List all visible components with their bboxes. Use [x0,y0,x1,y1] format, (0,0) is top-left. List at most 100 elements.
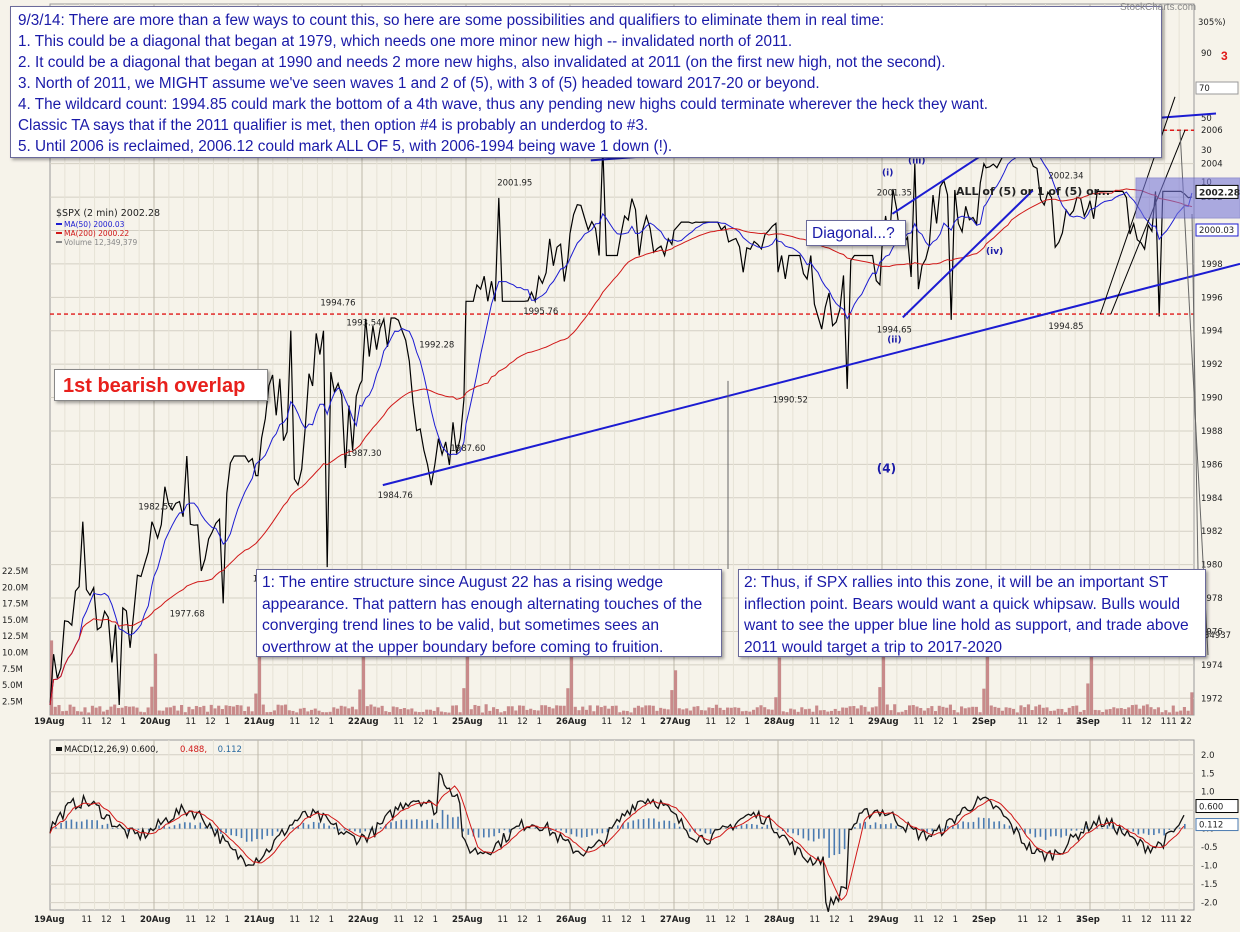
volume-bar [797,712,800,715]
x-day-label: 19Aug [34,717,65,727]
volume-bar [592,711,595,715]
x-hour-label: 1 [953,717,958,727]
volume-bar [622,711,625,715]
ma-value-label: 2000.03 [1199,226,1234,236]
macd-histogram-bar [251,829,253,842]
volume-bar [574,707,577,715]
price-tick-label: 1992 [1201,360,1223,370]
volume-bar [633,708,636,715]
x-hour-label: 1 [953,915,958,925]
bearish-overlap-label: 1st bearish overlap [54,369,268,401]
volume-tick-label: 22.5M [2,567,28,577]
volume-bar [655,711,658,715]
x-day-label: 3Sep [1076,915,1100,925]
macd-histogram-bar [76,822,78,829]
volume-bar [529,709,532,715]
volume-bar [139,712,142,715]
macd-histogram-bar [199,823,201,829]
macd-histogram-bar [828,829,830,858]
volume-bar [169,707,172,715]
x-day-label: 26Aug [556,915,587,925]
volume-bar [403,708,406,715]
x-hour-label: 12 [205,915,216,925]
macd-histogram-bar [96,820,98,828]
commentary-line: 3. North of 2011, we MIGHT assume we've … [18,73,1161,94]
volume-bar [507,706,510,715]
macd-histogram-bar [983,818,985,829]
macd-histogram-bar [602,829,604,834]
x-hour-label: 11 [601,915,612,925]
volume-bar [462,688,465,715]
macd-histogram-bar [833,829,835,855]
commentary-line: 5. Until 2006 is reclaimed, 2006.12 coul… [18,136,1161,157]
volume-bar [626,711,629,715]
volume-bar [563,706,566,715]
macd-histogram-bar [792,829,794,834]
volume-bar [109,707,112,715]
volume-bar [135,708,138,715]
volume-bar [288,710,291,715]
volume-bar [659,708,662,715]
volume-bar [953,710,956,715]
volume-bar [1008,708,1011,715]
volume-bar [581,707,584,715]
volume-bar [730,708,733,715]
volume-bar [459,712,462,715]
macd-histogram-bar [674,823,676,829]
macd-histogram-bar [705,829,707,834]
price-annotation: 1987.60 [450,444,485,454]
macd-histogram-bar [957,824,959,828]
volume-bar [1157,707,1160,715]
macd-histogram-bar [1019,829,1021,830]
x-day-label: 20Aug [140,717,171,727]
volume-bar [826,712,829,715]
volume-bar [856,708,859,715]
volume-bar [1016,712,1019,715]
volume-bar [1190,692,1193,715]
volume-bar [841,707,844,715]
volume-bar [1057,709,1060,715]
macd-histogram-bar [854,827,856,829]
macd-histogram-bar [1107,825,1109,828]
volume-bar [782,711,785,715]
volume-bar [960,706,963,715]
volume-bar [1135,705,1138,715]
volume-bar [176,711,179,715]
diagonal-label: Diagonal...? [806,220,906,246]
volume-bar [161,711,164,715]
volume-bar [904,710,907,715]
volume-bar [596,705,599,715]
macd-histogram-bar [663,821,665,829]
volume-bar [173,706,176,715]
volume-bar [124,706,127,715]
volume-bar [934,711,937,715]
volume-bar [355,709,358,715]
x-hour-label: 11 [1017,717,1028,727]
volume-bar [893,704,896,715]
volume-bar [499,712,502,715]
macd-histogram-bar [942,829,944,831]
x-hour-label: 12 [413,915,424,925]
volume-bar [165,707,168,715]
volume-bar [1127,707,1130,715]
watermark: StockCharts.com [1120,2,1196,13]
volume-bar [696,706,699,715]
macd-histogram-bar [1158,829,1160,834]
volume-bar [277,705,280,715]
volume-value-label: 34937 [1204,631,1231,641]
volume-bar [522,706,525,715]
price-tick-label: 1986 [1201,460,1223,470]
volume-bar [388,712,391,715]
x-hour-label: 12 [621,717,632,727]
macd-histogram-bar [576,829,578,837]
price-tick-label: 1994 [1201,327,1223,337]
x-hour-label: 1 [1057,915,1062,925]
macd-histogram-bar [1045,829,1047,840]
price-annotation: 2002.34 [1048,172,1083,182]
macd-histogram-bar [334,827,336,828]
volume-bar [477,706,480,715]
macd-histogram-bar [194,825,196,829]
x-hour-label: 12 [725,717,736,727]
volume-bar [1075,706,1078,715]
x-hour-label: 1 [225,915,230,925]
